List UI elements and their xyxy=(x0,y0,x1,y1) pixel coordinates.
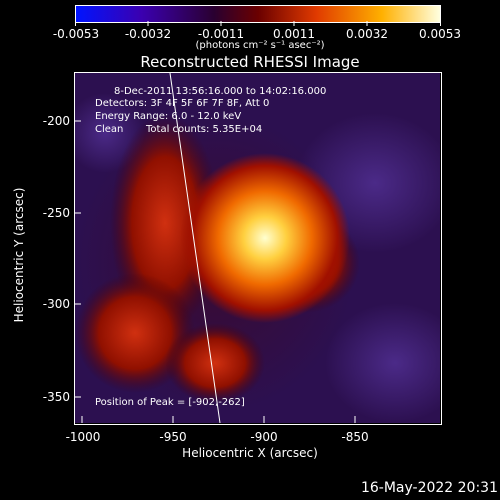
x-tick-marks xyxy=(81,416,356,423)
y-tick-marks xyxy=(74,120,81,398)
y-tick-label-2: -300 xyxy=(42,297,70,311)
info-total-counts: Total counts: 5.35E+04 xyxy=(146,124,263,135)
x-tick-label-0: -1000 xyxy=(65,430,101,444)
info-clean: Clean xyxy=(95,124,124,135)
x-tick-label-1: -950 xyxy=(159,430,187,444)
x-tick-label-2: -900 xyxy=(250,430,278,444)
info-energy-range: Energy Range: 6.0 - 12.0 keV xyxy=(95,111,242,122)
x-axis-label: Heliocentric X (arcsec) xyxy=(182,446,318,460)
colorbar-tick-marks xyxy=(75,21,441,27)
colorbar-tick-5: 0.0053 xyxy=(419,27,461,41)
y-tick-label-1: -250 xyxy=(42,206,70,220)
plot-title: Reconstructed RHESSI Image xyxy=(140,53,360,71)
colorbar xyxy=(75,5,441,23)
peak-position-label: Position of Peak = [-902,-262] xyxy=(95,397,245,408)
timestamp: 16-May-2022 20:31 xyxy=(360,480,498,496)
colorbar-tick-3: 0.0011 xyxy=(273,27,315,41)
info-time-range: 8-Dec-2011 13:56:16.000 to 14:02:16.000 xyxy=(114,86,327,97)
colorbar-tick-1: -0.0032 xyxy=(124,27,172,41)
y-axis-label: Heliocentric Y (arcsec) xyxy=(12,187,26,323)
colorbar-tick-0: -0.0053 xyxy=(52,27,100,41)
y-tick-label-0: -200 xyxy=(42,114,70,128)
x-tick-label-3: -850 xyxy=(341,430,369,444)
plot-frame xyxy=(74,72,442,425)
y-tick-label-3: -350 xyxy=(42,390,70,404)
colorbar-tick-2: -0.0011 xyxy=(197,27,245,41)
solar-image xyxy=(75,73,440,423)
info-detectors: Detectors: 3F 4F 5F 6F 7F 8F, Att 0 xyxy=(95,98,270,109)
colorbar-tick-4: 0.0032 xyxy=(346,27,388,41)
colorbar-units-label: (photons cm⁻² s⁻¹ asec⁻²) xyxy=(195,40,325,51)
